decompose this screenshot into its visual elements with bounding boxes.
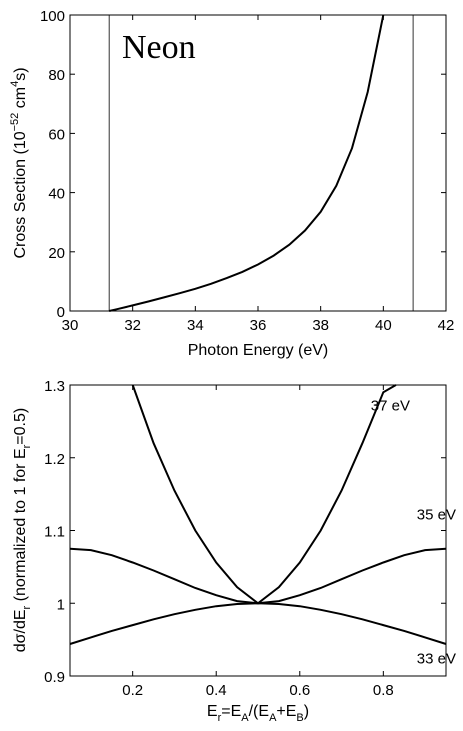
top-ylabel-exp2: 4 <box>9 81 21 87</box>
bottom-curves <box>69 384 447 645</box>
top-y-tick-label: 40 <box>48 186 65 203</box>
series-label-35-ev: 35 eV <box>417 507 456 524</box>
bottom-xlabel-s3: A <box>269 712 277 724</box>
bottom-y-tick-label: 1 <box>57 596 65 613</box>
top-ylabel-end: s) <box>12 67 29 80</box>
bottom-y-tick-label: 0.9 <box>44 669 65 686</box>
top-ylabel: Cross Section (10−52 cm4s) <box>9 67 29 258</box>
top-y-tick-label: 0 <box>57 304 65 321</box>
top-ylabel-exp1: −52 <box>9 113 21 132</box>
top-x-tick-label: 36 <box>250 317 267 334</box>
bottom-ylabel-s2: r <box>21 444 33 448</box>
bottom-y-tick-label: 1.2 <box>44 451 65 468</box>
top-ylabel-pre: Cross Section (10 <box>12 131 29 258</box>
top-title: Neon <box>122 29 196 66</box>
top-cross-section-curve <box>108 14 385 312</box>
bottom-x-tick-label: 0.8 <box>373 682 394 699</box>
top-ylabel-mid: cm <box>12 87 29 113</box>
bottom-xlabel-end: ) <box>304 703 309 720</box>
top-panel: 30 32 34 36 38 40 42 0 20 40 60 80 100 Neon Photon … <box>9 8 454 359</box>
bottom-xlabel-mid3: +E <box>276 703 296 720</box>
bottom-ylabel-end: =0.5) <box>12 408 29 445</box>
top-x-tick-label: 38 <box>312 317 329 334</box>
bottom-xlabel-mid2: /(E <box>249 703 269 720</box>
series-label-33-ev: 33 eV <box>417 651 456 668</box>
top-y-tick-label: 100 <box>40 8 65 25</box>
bottom-x-tick-label: 0.4 <box>206 682 227 699</box>
bottom-series-35-ev <box>69 547 447 605</box>
bottom-xlabel-s4: B <box>296 712 303 724</box>
bottom-xlabel-pre: E <box>207 703 218 720</box>
bottom-x-tick-label: 0.6 <box>289 682 310 699</box>
bottom-y-ticks: 0.9 1 1.1 1.2 1.3 <box>44 378 446 686</box>
bottom-ylabel-pre: dσ/dE <box>12 609 29 652</box>
top-x-tick-label: 40 <box>375 317 392 334</box>
bottom-y-tick-label: 1.3 <box>44 378 65 395</box>
top-x-tick-label: 32 <box>124 317 141 334</box>
bottom-x-tick-label: 0.2 <box>122 682 143 699</box>
top-vertical-lines <box>108 15 414 311</box>
top-x-tick-label: 42 <box>438 317 455 334</box>
bottom-ylabel-s1: r <box>21 605 33 609</box>
bottom-series-labels: 37 eV 35 eV 33 eV <box>371 397 456 667</box>
top-y-ticks: 0 20 40 60 80 100 <box>40 8 446 321</box>
top-xlabel: Photon Energy (eV) <box>188 342 329 359</box>
top-x-tick-label: 34 <box>187 317 204 334</box>
top-x-tick-label: 30 <box>62 317 79 334</box>
bottom-series-37-ev <box>131 384 397 605</box>
bottom-panel: 37 eV 35 eV 33 eV 0.2 0.4 0.6 0.8 0.9 1 1.1 1.2 1… <box>12 378 456 724</box>
bottom-x-ticks: 0.2 0.4 0.6 0.8 <box>122 385 394 699</box>
bottom-series-33-ev <box>69 602 447 645</box>
top-y-tick-label: 80 <box>48 67 65 84</box>
top-y-tick-label: 60 <box>48 126 65 143</box>
bottom-xlabel-s2: A <box>241 712 249 724</box>
bottom-ylabel-mid: (normalized to 1 for E <box>12 448 29 605</box>
top-x-ticks: 30 32 34 36 38 40 42 <box>62 15 455 334</box>
bottom-y-tick-label: 1.1 <box>44 524 65 541</box>
bottom-ylabel: dσ/dEr (normalized to 1 for Er=0.5) <box>12 408 33 652</box>
series-label-37-ev: 37 eV <box>371 397 410 414</box>
bottom-plot-frame <box>69 384 447 677</box>
bottom-xlabel-s1: r <box>218 712 222 724</box>
top-y-tick-label: 20 <box>48 245 65 262</box>
bottom-xlabel: Er=EA/(EA+EB) <box>207 703 309 724</box>
bottom-xlabel-mid: =E <box>221 703 241 720</box>
